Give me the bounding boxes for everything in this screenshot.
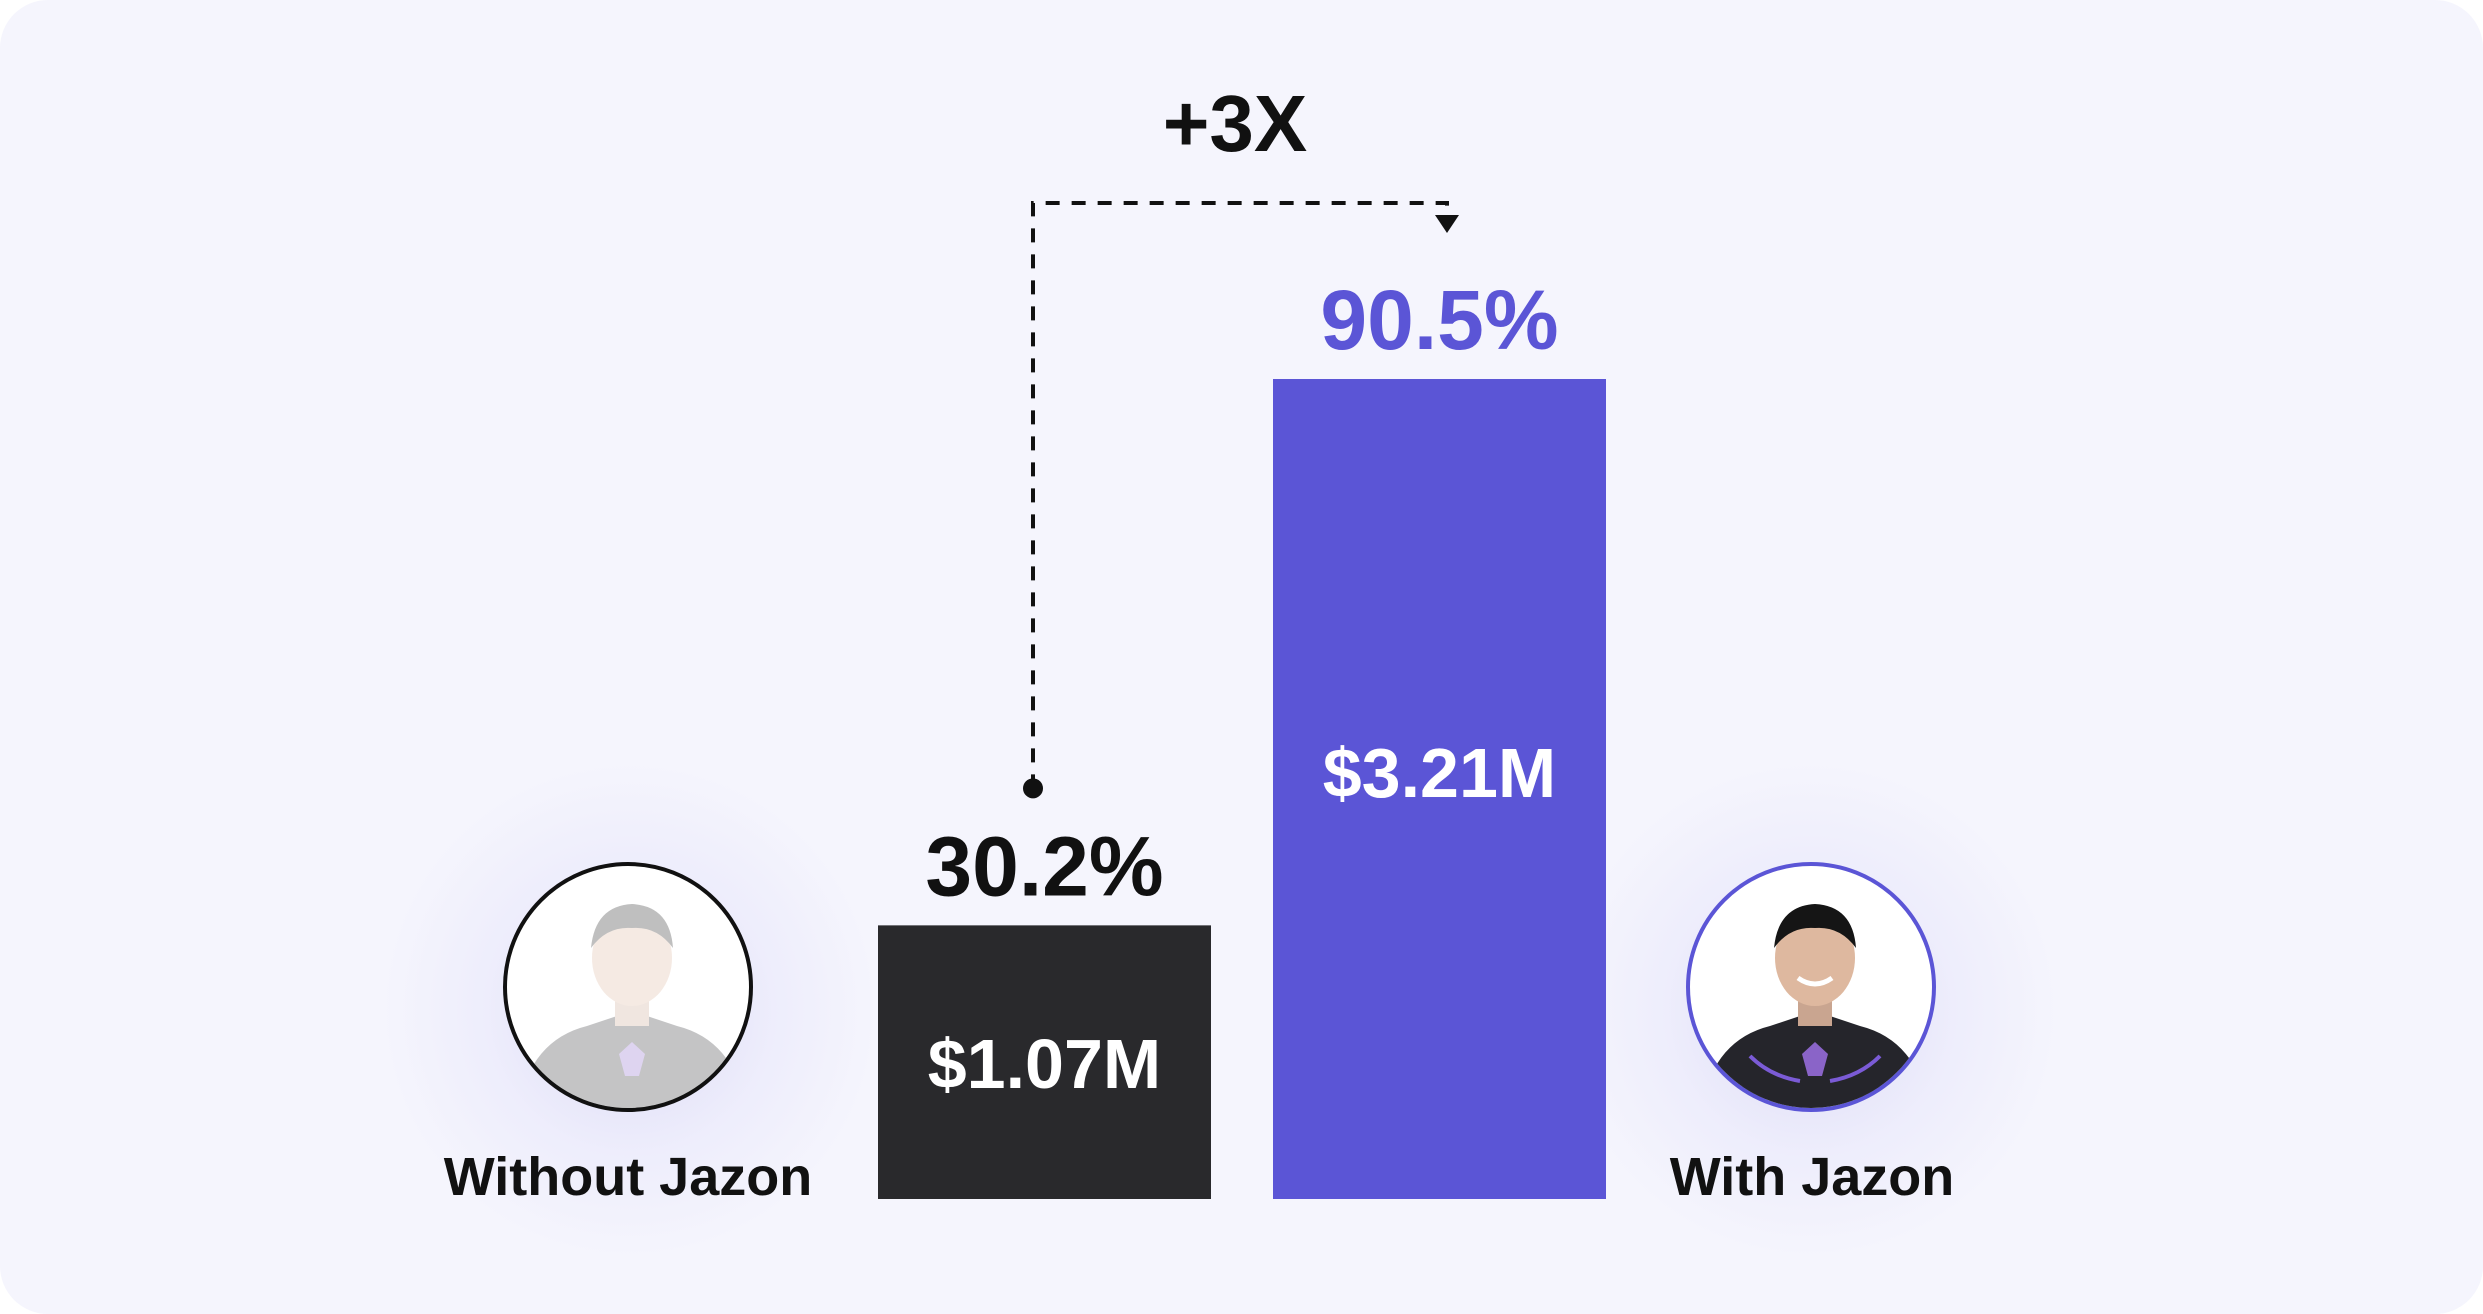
inner-label-without-jazon: $1.07M <box>928 1025 1161 1103</box>
caption-without-jazon: Without Jazon <box>443 1147 813 1207</box>
growth-annotation: +3X <box>1163 79 1308 168</box>
person-avatar-faded-icon <box>518 904 746 1108</box>
bar-without-jazon <box>878 925 1211 1199</box>
person-avatar-icon <box>1701 904 1929 1108</box>
avatar-without-jazon <box>503 862 753 1112</box>
bar-with-jazon <box>1273 379 1606 1199</box>
caption-with-jazon: With Jazon <box>1669 1147 1955 1207</box>
inner-label-with-jazon: $3.21M <box>1323 734 1556 812</box>
value-label-without-jazon: 30.2% <box>925 819 1163 913</box>
connector-start-dot <box>1023 778 1043 799</box>
avatar-with-jazon <box>1686 862 1936 1112</box>
connector-arrow-icon <box>1435 215 1459 233</box>
growth-connector-line <box>1031 201 1449 789</box>
value-label-with-jazon: 90.5% <box>1320 273 1558 367</box>
